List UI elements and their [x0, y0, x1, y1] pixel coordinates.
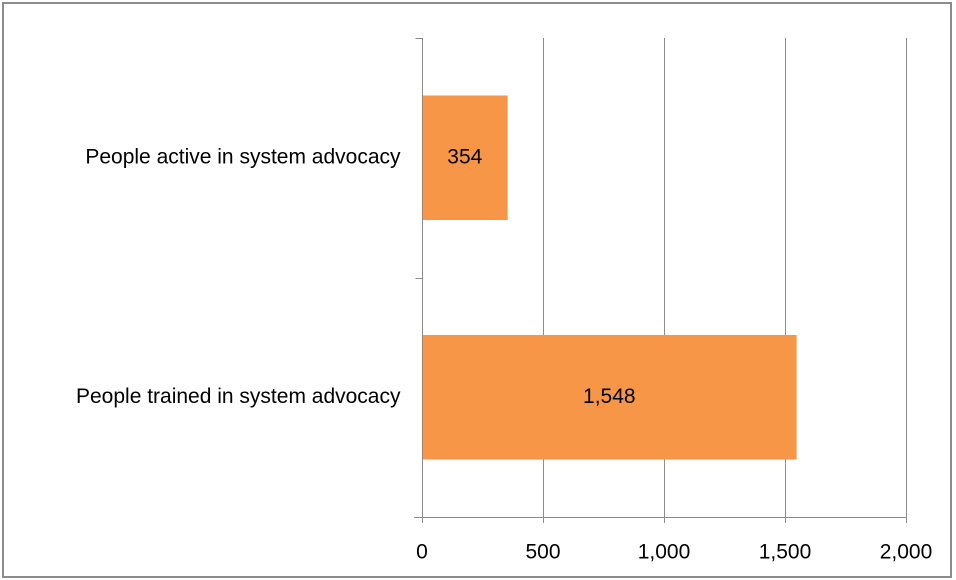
- bar-1: [422, 334, 797, 460]
- data-label-0: 354: [447, 145, 482, 168]
- labels: 0 500 1,000 1,500 2,000 354 People active in s…: [76, 145, 932, 563]
- x-tick-label-1000: 1,000: [638, 541, 691, 564]
- x-tick-label-0: 0: [416, 541, 428, 564]
- axis: [414, 38, 907, 523]
- bar-0: [422, 95, 508, 221]
- category-label-0: People active in system advocacy: [85, 145, 401, 168]
- category-label-1: People trained in system advocacy: [76, 385, 401, 408]
- bars: [422, 95, 797, 460]
- data-label-1: 1,548: [583, 385, 636, 408]
- x-tick-label-2000: 2,000: [880, 541, 933, 564]
- x-tick-label-1500: 1,500: [759, 541, 812, 564]
- x-tick-label-500: 500: [525, 541, 560, 564]
